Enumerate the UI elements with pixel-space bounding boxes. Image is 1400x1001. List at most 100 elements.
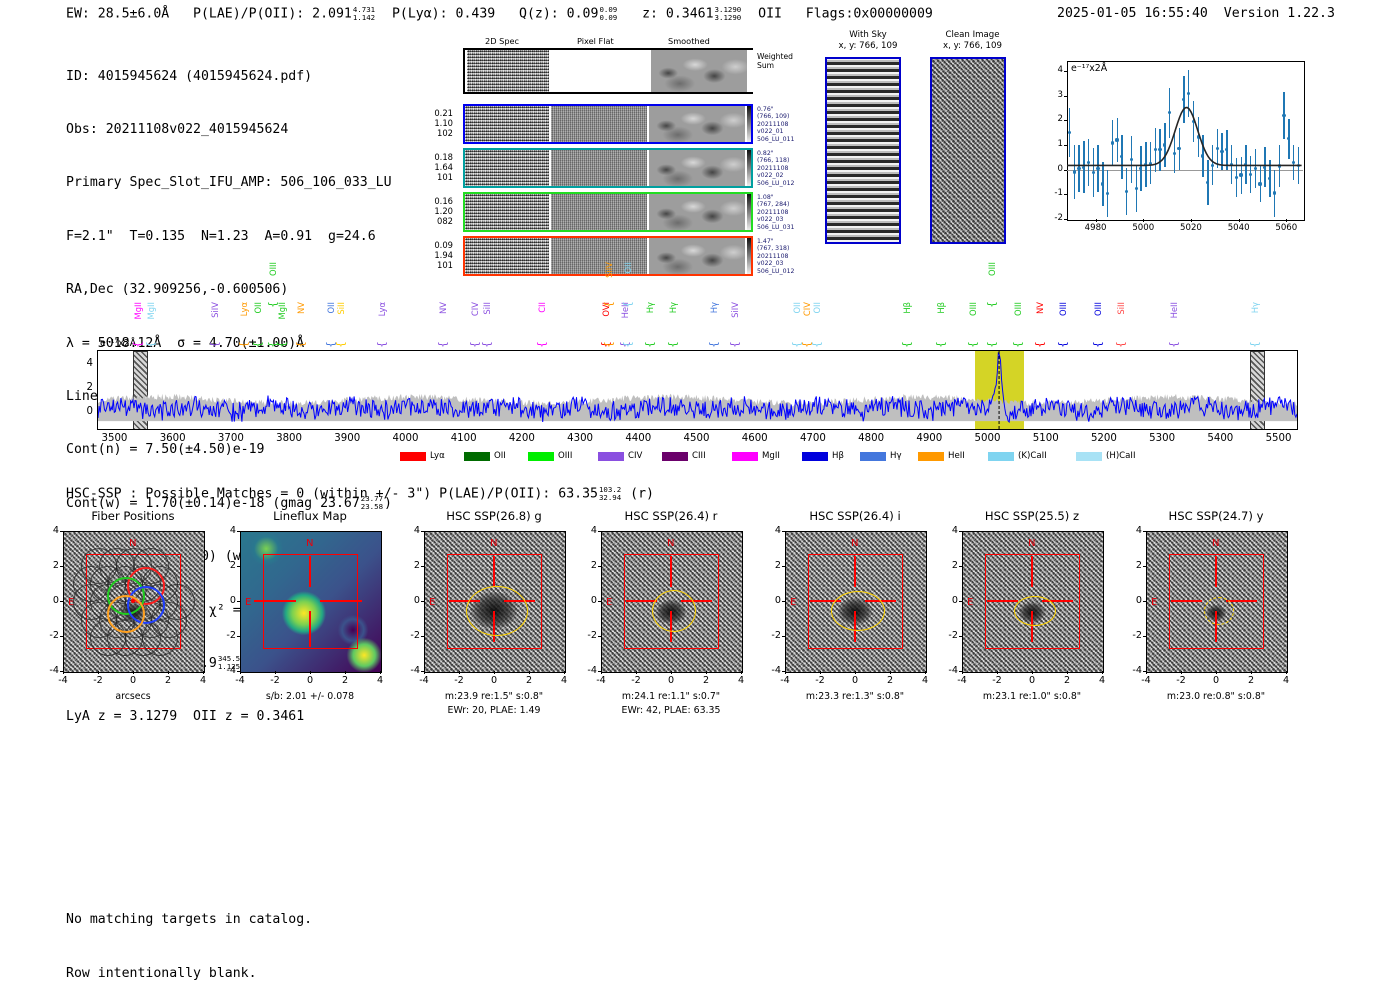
- panel-6-crosshair-v: [1215, 556, 1217, 587]
- panel-2-xtick: -4: [419, 675, 429, 686]
- panel-2-xtick-mark: [424, 671, 425, 674]
- emission-plot-zero-line: [1067, 169, 1303, 171]
- spectrum-line-brace: {: [900, 341, 914, 348]
- spectrum-line-label: SiII: [481, 302, 492, 315]
- spectrum-legend-label: OII: [494, 451, 506, 461]
- panel-6-xtick-mark: [1181, 671, 1182, 674]
- panel-0-ytick-mark: [60, 636, 63, 637]
- spectrum-unit-label: e⁻¹⁷x2Å: [100, 338, 137, 349]
- emission-plot-xtick-mark: [1238, 219, 1240, 222]
- panel-5-xtick: -4: [957, 675, 967, 686]
- emission-plot-ytick-mark: [1064, 144, 1067, 146]
- two-d-spectra-strip: 2D Spec Pixel Flat Smoothed Weighted Sum…: [425, 36, 794, 276]
- spec-col-title-pixelflat: Pixel Flat: [577, 36, 614, 46]
- info-cont-w: Cont(w) = 1.70(±0.14)e-18 (gmag 23.67 23.…: [66, 494, 392, 511]
- emission-plot-ytick-mark: [1064, 95, 1067, 97]
- spectrum-line-brace: {: [620, 341, 634, 348]
- panel-1-xtick-mark: [310, 671, 311, 674]
- emission-plot-datapoint: [1220, 149, 1224, 153]
- panel-4-xtick-mark: [925, 671, 926, 674]
- panel-3-xtick: 4: [737, 675, 745, 686]
- emission-plot-xtick: 5020: [1180, 223, 1202, 233]
- panel-3-ytick-mark: [598, 671, 601, 672]
- spectrum-line-brace: {: [275, 341, 289, 348]
- spectrum-line-brace: {: [642, 341, 656, 348]
- header-datetime-value: 2025-01-05 16:55:40: [1057, 6, 1208, 21]
- panel-3-xtick-mark: [601, 671, 602, 674]
- panel-4-xtick-mark: [785, 671, 786, 674]
- weighted-sum-label: Weighted Sum: [757, 52, 793, 71]
- spectrum-legend-swatch: [1076, 452, 1102, 461]
- spectrum-line-brace: {: [535, 341, 549, 348]
- panel-0-ytick-mark: [60, 566, 63, 567]
- emission-plot-ytick-mark: [1064, 194, 1067, 196]
- spectrum-xtick: 4000: [392, 433, 419, 444]
- spectrum-line-brace: {: [1114, 341, 1128, 348]
- emission-plot-ytick: -2: [1054, 213, 1063, 223]
- panel-5-xtick-mark: [962, 671, 963, 674]
- spec-row-3-2dspec: [465, 238, 549, 274]
- spectrum-legend-swatch: [400, 452, 426, 461]
- emission-plot-datapoint: [1253, 166, 1257, 170]
- panel-4-ytick: -2: [771, 630, 781, 641]
- footer-note: No matching targets in catalog. Row inte…: [66, 875, 312, 1001]
- panel-4-crosshair-h: [810, 600, 841, 602]
- info-id: ID: 4015945624 (4015945624.pdf): [66, 68, 313, 84]
- panel-0-compass-e: E: [68, 596, 75, 608]
- spectrum-line-label: OII: [252, 302, 263, 314]
- panel-6-xtick-mark: [1146, 671, 1147, 674]
- panel-5-ytick: 2: [951, 560, 958, 571]
- panel-1-xtick: 2: [341, 675, 349, 686]
- panel-2-caption-1: m:23.9 re:1.5" s:0.8": [444, 691, 544, 702]
- panel-6-ytick: -2: [1132, 630, 1142, 641]
- panel-2-xtick-mark: [459, 671, 460, 674]
- spectrum-line-brace: {: [334, 341, 348, 348]
- cutout-0-coords: x, y: 766, 109: [838, 41, 898, 51]
- panel-1-crosshair-h: [320, 600, 362, 602]
- panel-6-ytick-mark: [1143, 566, 1146, 567]
- panel-2-ytick: -2: [410, 630, 420, 641]
- spectrum-traces: [98, 351, 1297, 429]
- panel-1-crosshair-v: [309, 611, 311, 648]
- panel-3-xtick-mark: [671, 671, 672, 674]
- spectrum-xtick: 4500: [683, 433, 710, 444]
- spectrum-line-brace: {: [1056, 341, 1070, 348]
- spectrum-line-label: Hγ: [708, 302, 719, 314]
- panel-2-ytick: 2: [413, 560, 420, 571]
- panel-2-ytick-mark: [421, 531, 424, 532]
- panel-1-compass-n: N: [306, 538, 314, 549]
- panel-5-title: HSC SSP(25.5) z: [984, 509, 1080, 523]
- spec-row-1-right-label: 0.82" (766, 118) 20211108 v022_02 506_LU…: [757, 150, 795, 187]
- panel-5-xtick-mark: [1067, 671, 1068, 674]
- panel-1-xtick: -4: [235, 675, 245, 686]
- header-z-label: z: 0.3461: [642, 6, 714, 22]
- info-primary-spec: Primary Spec_Slot_IFU_AMP: 506_106_033_L…: [66, 175, 392, 191]
- panel-3-compass-n: N: [667, 538, 675, 549]
- spectrum-line-label: CIV: [802, 302, 813, 317]
- spectrum-legend-swatch: [662, 452, 688, 461]
- spectrum-line-brace: {: [602, 341, 616, 348]
- spec-row-2-colorbar: [747, 194, 751, 230]
- panel-0-ytick: -4: [49, 665, 59, 676]
- footer-line-1: No matching targets in catalog.: [66, 912, 313, 927]
- panel-1-ytick: 2: [229, 560, 236, 571]
- spectrum-line-brace: {: [130, 341, 144, 348]
- panel-3-xtick: 2: [702, 675, 710, 686]
- panel-2-xtick: 0: [490, 675, 498, 686]
- header-plae-label: P(LAE)/P(OII): 2.091: [193, 6, 352, 22]
- spectrum-line-brace-upper: {: [985, 301, 999, 308]
- emission-plot-datapoint: [1182, 97, 1186, 101]
- panel-2-xtick-mark: [529, 671, 530, 674]
- panel-4-red-aperture-box: [808, 554, 904, 650]
- spectrum-line-brace: {: [933, 341, 947, 348]
- panel-4-crosshair-v: [854, 556, 856, 587]
- spectrum-line-label: OIII: [1012, 302, 1023, 317]
- fiber-center-marker: [131, 599, 135, 603]
- spec-row-0-colorbar: [747, 106, 751, 142]
- spectrum-xtick: 3600: [159, 433, 186, 444]
- emission-plot-datapoint: [1177, 147, 1181, 151]
- spectrum-xtick: 3800: [276, 433, 303, 444]
- panel-0-xtick-mark: [168, 671, 169, 674]
- panel-5-red-aperture-box: [985, 554, 1081, 650]
- panel-1-ytick: 4: [229, 525, 236, 536]
